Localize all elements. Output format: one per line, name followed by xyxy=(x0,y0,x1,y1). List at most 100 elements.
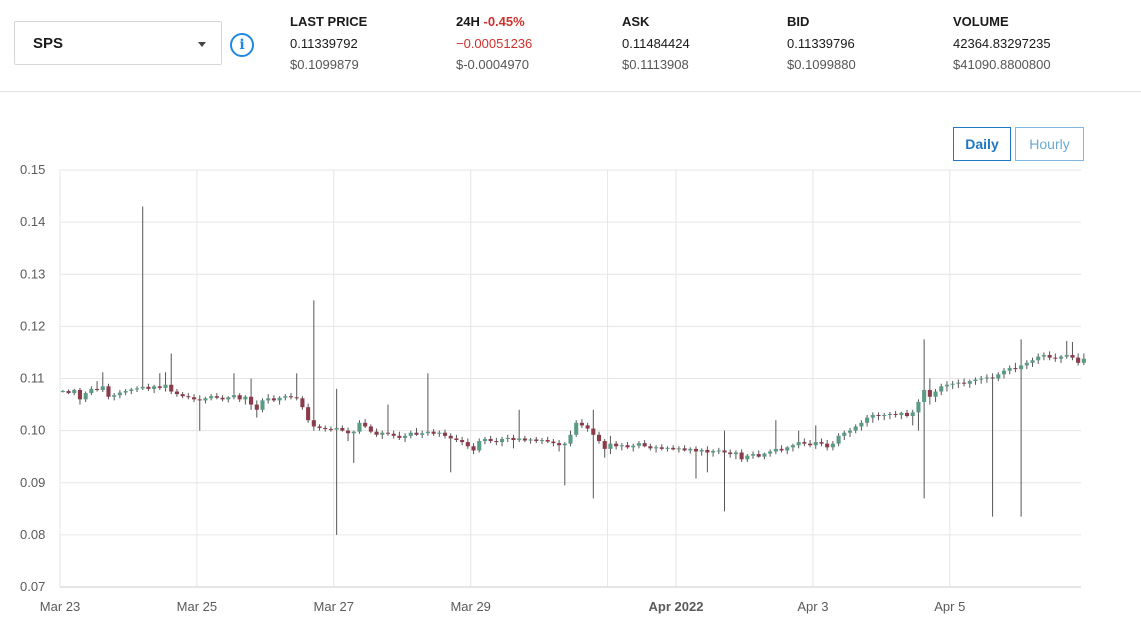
candle-body xyxy=(796,442,801,446)
candle-body xyxy=(357,422,362,432)
candle-body xyxy=(790,445,796,448)
candle-body xyxy=(699,449,704,452)
candle-body xyxy=(226,397,231,400)
candle-body xyxy=(579,422,584,426)
candle-body xyxy=(728,452,733,455)
candle-body xyxy=(66,391,71,394)
candle-body xyxy=(420,433,425,435)
candle-body xyxy=(1019,365,1024,370)
candle-body xyxy=(853,426,858,431)
info-icon[interactable]: i xyxy=(230,33,254,57)
x-tick-label: Apr 5 xyxy=(934,599,965,614)
candle-body xyxy=(933,391,938,397)
candle-body xyxy=(186,396,191,398)
x-tick-label: Apr 3 xyxy=(797,599,828,614)
candle-body xyxy=(1081,358,1086,363)
stat-usd-value: $0.1113908 xyxy=(622,57,689,72)
stat-ask: ASK 0.11484424 $0.1113908 xyxy=(622,14,690,72)
candle-body xyxy=(899,412,904,415)
x-tick-label: Apr 2022 xyxy=(649,599,704,614)
candle-body xyxy=(591,428,596,435)
candle-body xyxy=(750,454,756,456)
candle-body xyxy=(134,388,140,390)
daily-button[interactable]: Daily xyxy=(953,127,1011,161)
candle-body xyxy=(973,379,978,382)
candle-body xyxy=(351,431,356,434)
stat-label: 24H -0.45% xyxy=(456,14,532,30)
candle-body xyxy=(682,448,687,451)
hourly-button[interactable]: Hourly xyxy=(1015,127,1084,161)
y-tick-label: 0.11 xyxy=(20,371,44,386)
candle-body xyxy=(209,396,214,399)
candle-body xyxy=(323,428,328,430)
candle-body xyxy=(711,450,716,453)
candle-body xyxy=(614,443,619,447)
candle-body xyxy=(676,448,681,450)
y-tick-label: 0.14 xyxy=(20,214,45,229)
candle-body xyxy=(825,443,830,448)
candle-body xyxy=(1001,370,1007,375)
x-tick-label: Mar 29 xyxy=(450,599,490,614)
candle-body xyxy=(836,435,841,444)
x-tick-label: Mar 25 xyxy=(177,599,217,614)
candle-body xyxy=(403,435,408,438)
candle-body xyxy=(374,431,379,435)
stat-label: LAST PRICE xyxy=(290,14,368,29)
candle-body xyxy=(106,386,111,397)
candle-body xyxy=(163,384,168,388)
candle-body xyxy=(471,446,476,451)
candle-body xyxy=(922,389,927,402)
stat-label: VOLUME xyxy=(953,14,1009,29)
candle-body xyxy=(317,426,322,429)
candle-body xyxy=(146,386,151,389)
stat-usd-value: $41090.8800800 xyxy=(953,57,1051,72)
stat-last-price: LAST PRICE 0.11339792 $0.1099879 xyxy=(290,14,367,72)
candle-body xyxy=(659,447,664,449)
candle-body xyxy=(762,453,767,457)
candle-body xyxy=(574,422,579,435)
candle-body xyxy=(830,443,835,448)
symbol-select[interactable]: SPS xyxy=(14,21,222,65)
candle-body xyxy=(813,442,818,446)
y-tick-label: 0.10 xyxy=(20,423,45,438)
candle-body xyxy=(300,398,305,408)
candle-body xyxy=(60,391,65,393)
candle-body xyxy=(568,434,573,444)
y-tick-label: 0.12 xyxy=(20,318,45,333)
candle-body xyxy=(363,422,368,427)
candle-body xyxy=(876,414,881,417)
candle-body xyxy=(391,433,396,436)
candle-body xyxy=(619,445,624,447)
candle-body xyxy=(117,392,122,396)
stat-value: 0.11484424 xyxy=(622,36,690,51)
candle-body xyxy=(243,396,248,400)
candle-body xyxy=(311,420,316,427)
candle-body xyxy=(585,425,590,429)
candle-body xyxy=(180,394,185,397)
candle-body xyxy=(169,384,174,392)
candle-body xyxy=(962,382,967,384)
candle-body xyxy=(1076,357,1081,363)
candle-body xyxy=(328,429,333,431)
candle-body xyxy=(910,412,915,417)
candle-body xyxy=(214,396,219,398)
candle-body xyxy=(847,430,853,433)
candle-body xyxy=(773,448,778,452)
candle-body xyxy=(1024,362,1029,366)
candle-body xyxy=(100,386,105,390)
candle-body xyxy=(220,397,225,400)
candle-body xyxy=(1030,360,1035,363)
candle-body xyxy=(1070,355,1075,358)
candle-body xyxy=(477,441,482,451)
candle-body xyxy=(397,435,402,438)
candle-body xyxy=(956,382,961,384)
candle-body xyxy=(539,440,545,442)
candle-body xyxy=(254,404,259,410)
candle-body xyxy=(1047,355,1052,358)
candle-body xyxy=(904,412,910,417)
candle-body xyxy=(671,447,676,450)
candle-body xyxy=(340,428,345,431)
candle-body xyxy=(819,442,824,444)
candle-body xyxy=(288,396,294,398)
candle-body xyxy=(602,441,607,449)
